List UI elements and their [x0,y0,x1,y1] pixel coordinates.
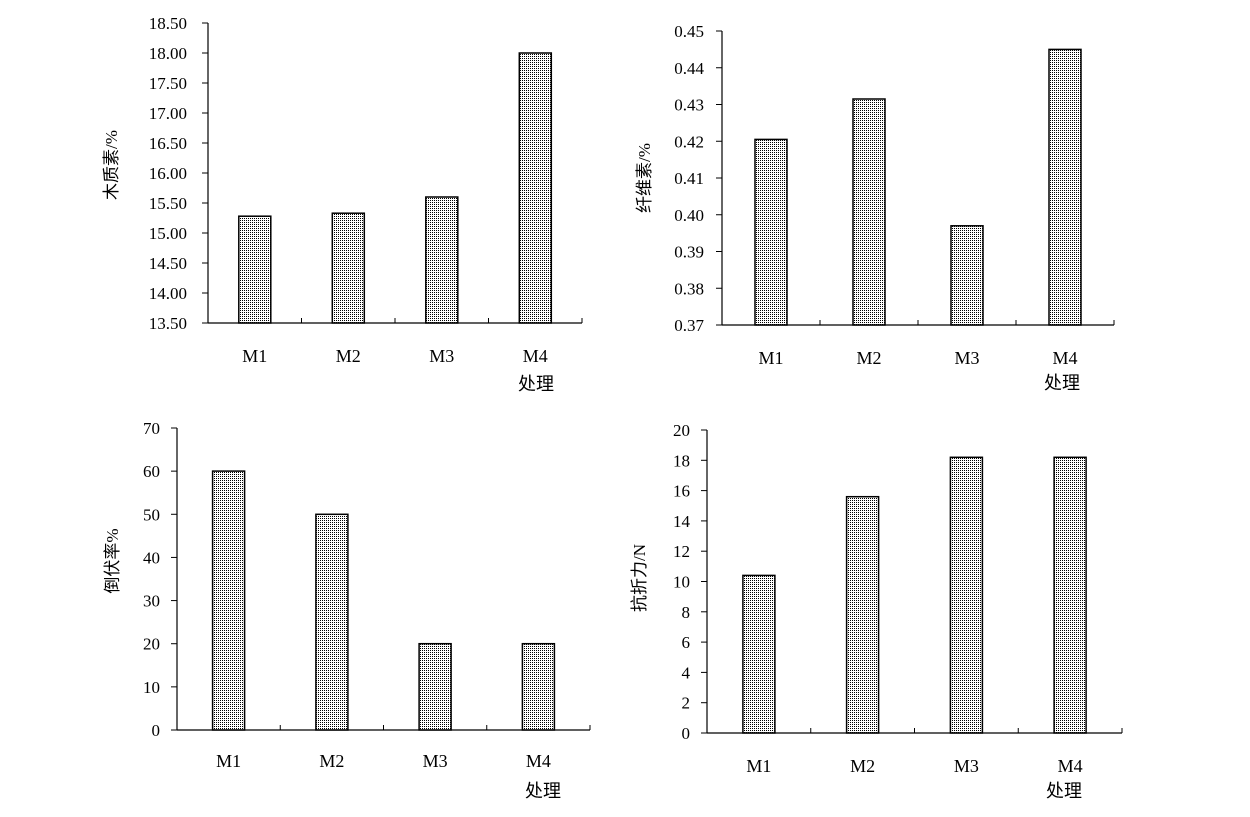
y-tick-label: 0.37 [674,316,704,335]
x-axis-label: 处理 [1046,781,1082,801]
y-tick-label: 20 [143,635,160,654]
y-tick-label: 6 [682,633,691,652]
y-tick-label: 14.00 [149,284,187,303]
x-tick-label-m4: M4 [523,346,548,366]
x-axis-label: 处理 [1044,373,1080,393]
x-tick-label-m1: M1 [746,756,771,776]
y-tick-label: 20 [673,421,690,440]
y-tick-label: 0.39 [674,243,704,262]
x-tick-label-m3: M3 [429,346,454,366]
bar-m4 [521,642,556,731]
bar-m1 [211,470,246,731]
bar-m2 [331,212,366,324]
x-tick-label-m3: M3 [954,348,979,368]
y-tick-label: 2 [682,694,691,713]
y-tick-label: 16 [673,482,690,501]
x-tick-label-m4: M4 [1058,756,1083,776]
y-tick-label: 14.50 [149,254,187,273]
y-tick-label: 0.43 [674,96,704,115]
y-tick-label: 8 [682,603,691,622]
bar-m4 [1053,456,1087,734]
x-tick-label-m3: M3 [954,756,979,776]
bar-m3 [418,642,452,731]
y-axis-label: 纤维素/% [635,143,654,213]
bar-m4 [1048,48,1082,326]
x-tick-label-m4: M4 [526,751,551,771]
x-tick-label-m1: M1 [216,751,241,771]
y-tick-label: 10 [143,678,160,697]
y-tick-label: 16.00 [149,164,187,183]
y-tick-label: 0.45 [674,22,704,41]
y-tick-label: 17.00 [149,104,187,123]
y-tick-label: 0 [682,724,691,743]
bar-m3 [950,225,984,326]
bar-m3 [425,196,459,324]
bar-m3 [949,456,984,734]
chart-panel-3: 0 10 20 30 40 50 60 70 M1 M2 M3 M4 倒伏率% 处理 [103,419,591,801]
bar-m2 [315,513,349,731]
x-tick-label-m2: M2 [336,346,361,366]
y-tick-label: 15.00 [149,224,187,243]
y-tick-label: 18.00 [149,44,187,63]
y-tick-label: 15.50 [149,194,187,213]
y-tick-label: 16.50 [149,134,187,153]
y-tick-label: 18.50 [149,14,187,33]
y-tick-label: 17.50 [149,74,187,93]
y-tick-label: 13.50 [149,314,187,333]
y-tick-label: 0.42 [674,132,704,151]
x-tick-label-m4: M4 [1052,348,1077,368]
y-tick-label: 70 [143,419,160,438]
chart-panel-4: 0 2 4 6 8 10 12 14 16 18 20 M1 M2 M3 M4 抗折力/N 处理 [630,421,1123,801]
x-tick-label-m1: M1 [758,348,783,368]
x-tick-label-m1: M1 [242,346,267,366]
x-tick-label-m3: M3 [423,751,448,771]
y-tick-label: 12 [673,542,690,561]
bar-m2 [845,495,880,734]
x-tick-label-m2: M2 [856,348,881,368]
chart-panel-1: 13.50 14.00 14.50 15.00 15.50 16.00 16.50 17.00… [102,14,583,394]
y-tick-label: 40 [143,548,160,567]
y-tick-label: 0 [152,721,161,740]
y-tick-label: 50 [143,505,160,524]
y-axis-label: 木质素/% [102,130,121,200]
y-tick-label: 14 [673,512,691,531]
y-tick-label: 18 [673,451,690,470]
y-axis-label: 倒伏率% [103,528,122,593]
bar-m2 [852,98,886,326]
y-tick-label: 0.40 [674,206,704,225]
bar-m1 [238,215,272,324]
y-tick-label: 0.41 [674,169,704,188]
x-tick-label-m2: M2 [319,751,344,771]
y-tick-label: 30 [143,592,160,611]
bar-m4 [518,52,553,324]
bar-m1 [742,574,776,734]
y-axis-label: 抗折力/N [630,544,649,612]
x-axis-label: 处理 [525,781,561,801]
y-tick-label: 4 [682,663,691,682]
x-axis-label: 处理 [518,374,554,394]
x-tick-label-m2: M2 [850,756,875,776]
chart-panel-2: 0.37 0.38 0.39 0.40 0.41 0.42 0.43 0.44 0.45 M1 M2… [635,22,1115,393]
y-tick-label: 60 [143,462,160,481]
y-tick-label: 0.38 [674,279,704,298]
y-tick-label: 0.44 [674,59,704,78]
bar-m1 [754,138,788,326]
y-tick-label: 10 [673,573,690,592]
